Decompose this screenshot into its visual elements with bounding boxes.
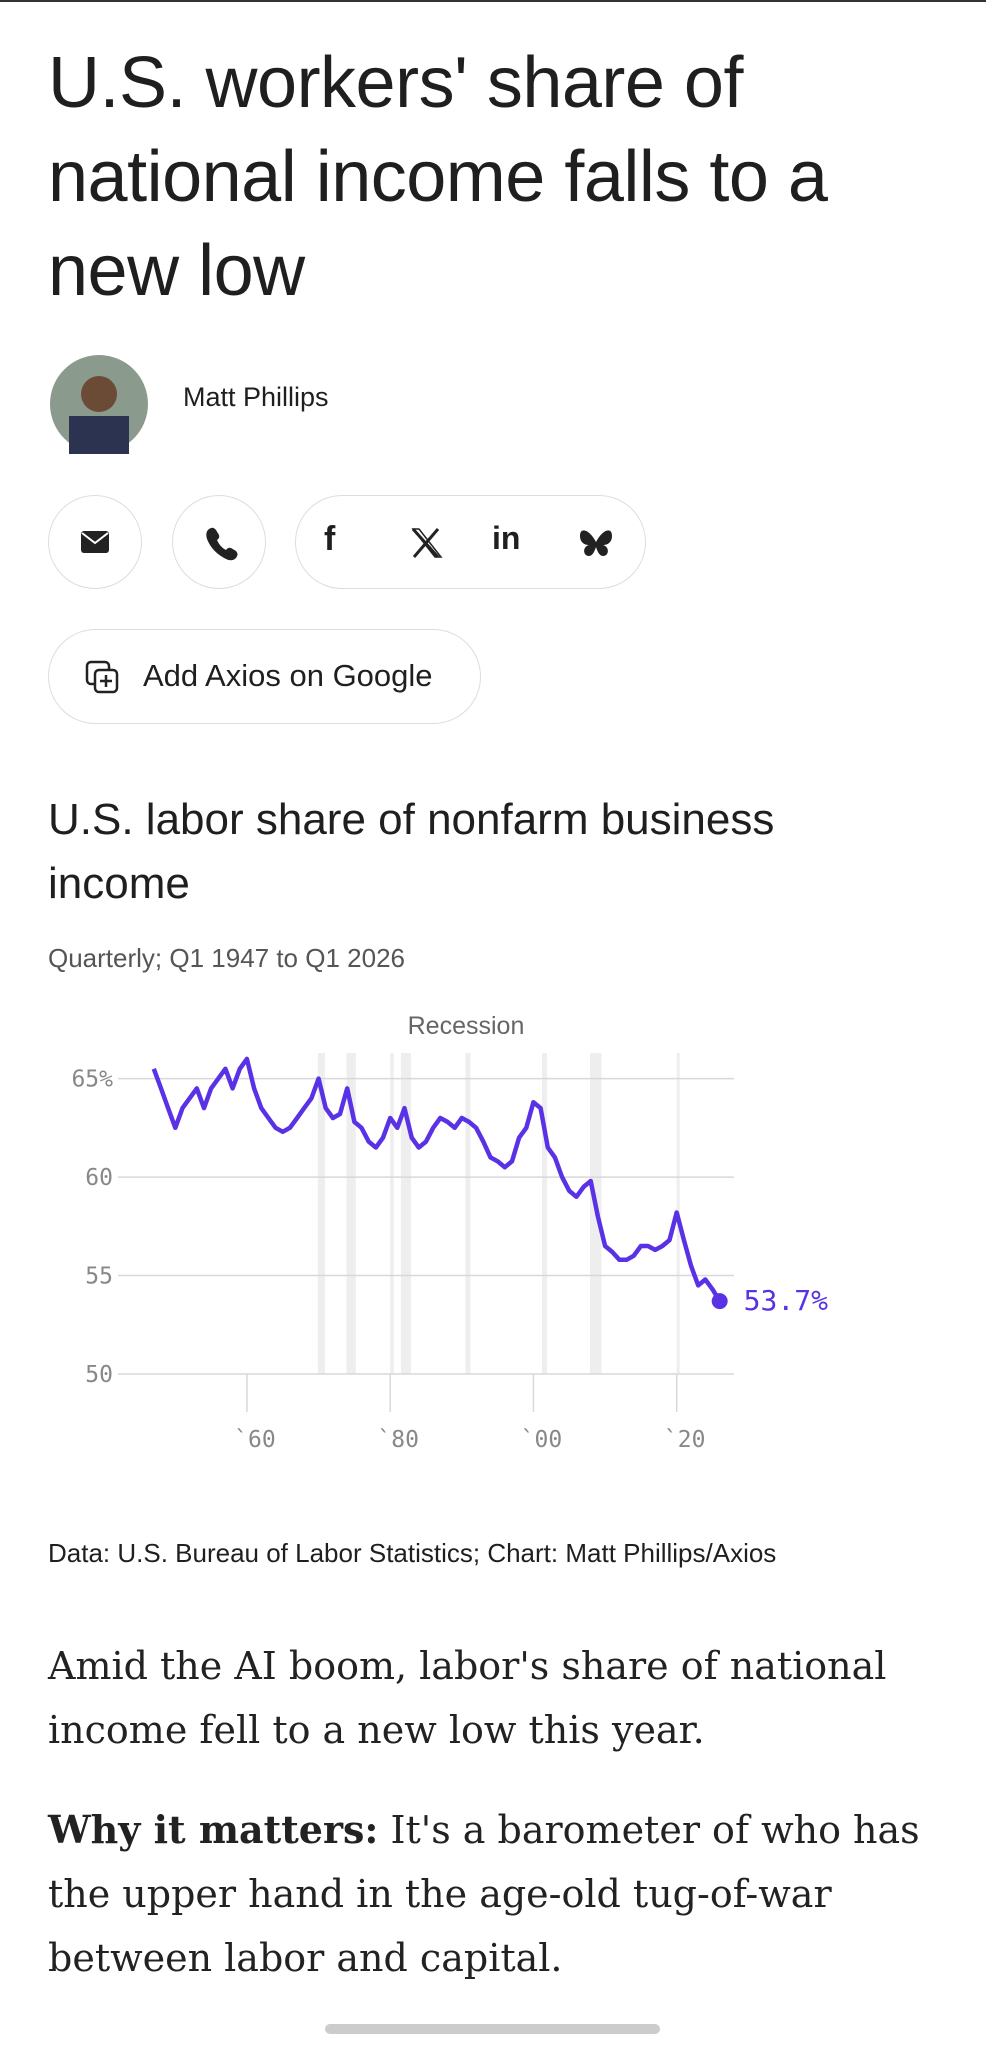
email-button[interactable] xyxy=(48,495,142,589)
recession-band xyxy=(400,1053,411,1374)
linkedin-button[interactable]: in xyxy=(492,520,521,556)
recession-band xyxy=(542,1053,548,1374)
author-name[interactable]: Matt Phillips xyxy=(183,382,329,412)
chart-subtitle: Quarterly; Q1 1947 to Q1 2026 xyxy=(48,943,405,973)
recession-label: Recession xyxy=(408,1012,525,1040)
chart: Recession 50 55 60 65% `60 `80 `00 `20 53.7% xyxy=(71,1012,828,1453)
phone-icon xyxy=(206,527,238,561)
x-tick-label: `80 xyxy=(377,1427,419,1453)
paragraph-text: It's a barometer of who has the upper ha… xyxy=(48,1808,920,1980)
y-tick-label: 55 xyxy=(85,1264,113,1290)
chart-source: Data: U.S. Bureau of Labor Statistics; C… xyxy=(48,1538,777,1568)
paragraph: Why it matters: It's a barometer of who … xyxy=(48,1798,948,1990)
facebook-button[interactable]: f xyxy=(324,520,336,558)
home-indicator xyxy=(325,2024,660,2034)
phone-button[interactable] xyxy=(172,495,266,589)
value-label: 53.7% xyxy=(744,1284,828,1317)
chart-title: U.S. labor share of nonfarm business inc… xyxy=(48,795,775,908)
recession-band xyxy=(317,1053,326,1374)
x-tick-label: `00 xyxy=(521,1427,563,1453)
x-button[interactable] xyxy=(410,526,444,560)
add-google-button[interactable]: Add Axios on Google xyxy=(48,629,481,724)
add-google-label: Add Axios on Google xyxy=(143,658,433,693)
avatar[interactable] xyxy=(49,354,149,454)
bluesky-button[interactable] xyxy=(578,528,614,560)
headline: U.S. workers' share of national income f… xyxy=(48,43,828,311)
y-tick-label: 60 xyxy=(85,1165,113,1191)
lead-in: Why it matters: xyxy=(48,1807,379,1852)
x-tick-label: `20 xyxy=(664,1427,706,1453)
email-icon xyxy=(81,531,109,553)
recession-band xyxy=(465,1053,471,1374)
data-line xyxy=(151,1056,722,1303)
social-share-group: f in xyxy=(295,495,646,589)
y-tick-label: 50 xyxy=(85,1362,113,1388)
y-tick-label: 65% xyxy=(71,1067,113,1093)
x-tick-label: `60 xyxy=(234,1427,276,1453)
top-border xyxy=(0,0,986,2)
recession-band xyxy=(346,1053,356,1374)
paragraph: Amid the AI boom, labor's share of natio… xyxy=(48,1644,887,1752)
end-point xyxy=(711,1293,728,1310)
add-icon xyxy=(85,660,119,694)
recession-band xyxy=(390,1053,394,1374)
